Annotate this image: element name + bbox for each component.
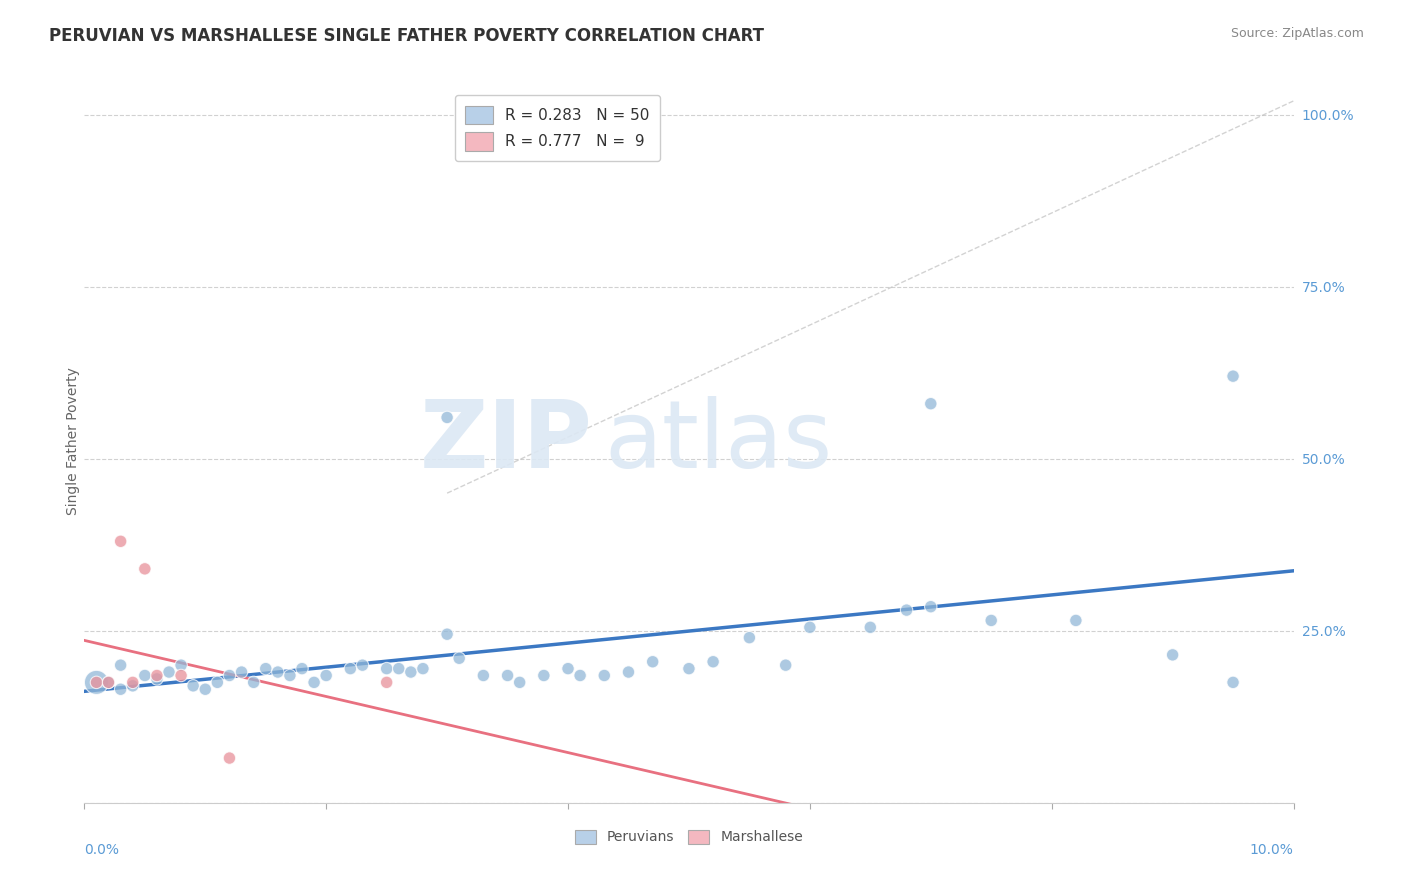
Point	[110, 534, 132, 549]
Point	[896, 603, 918, 617]
Point	[86, 675, 108, 690]
Point	[375, 662, 398, 676]
Point	[157, 665, 180, 679]
Point	[134, 668, 156, 682]
Point	[557, 662, 579, 676]
Point	[920, 397, 942, 411]
Point	[1222, 369, 1244, 384]
Y-axis label: Single Father Poverty: Single Father Poverty	[66, 368, 80, 516]
Point	[242, 675, 264, 690]
Point	[291, 662, 314, 676]
Point	[121, 679, 143, 693]
Text: ZIP: ZIP	[419, 395, 592, 488]
Point	[146, 668, 169, 682]
Point	[678, 662, 700, 676]
Point	[218, 751, 240, 765]
Point	[97, 675, 120, 690]
Point	[146, 672, 169, 686]
Point	[702, 655, 724, 669]
Point	[436, 627, 458, 641]
Point	[181, 679, 204, 693]
Point	[218, 668, 240, 682]
Point	[231, 665, 253, 679]
Point	[775, 658, 797, 673]
Text: atlas: atlas	[605, 395, 832, 488]
Point	[375, 675, 398, 690]
Point	[339, 662, 361, 676]
Text: PERUVIAN VS MARSHALLESE SINGLE FATHER POVERTY CORRELATION CHART: PERUVIAN VS MARSHALLESE SINGLE FATHER PO…	[49, 27, 765, 45]
Point	[267, 665, 290, 679]
Point	[412, 662, 434, 676]
Point	[569, 668, 592, 682]
Point	[799, 620, 821, 634]
Point	[738, 631, 761, 645]
Point	[436, 410, 458, 425]
Point	[859, 620, 882, 634]
Point	[1161, 648, 1184, 662]
Point	[110, 682, 132, 697]
Point	[1222, 675, 1244, 690]
Point	[121, 675, 143, 690]
Point	[641, 655, 664, 669]
Point	[980, 614, 1002, 628]
Legend: Peruvians, Marshallese: Peruvians, Marshallese	[569, 824, 808, 850]
Point	[278, 668, 301, 682]
Point	[593, 668, 616, 682]
Point	[399, 665, 422, 679]
Point	[449, 651, 471, 665]
Point	[352, 658, 374, 673]
Point	[86, 675, 108, 690]
Point	[617, 665, 640, 679]
Point	[472, 668, 495, 682]
Point	[920, 599, 942, 614]
Point	[388, 662, 411, 676]
Text: Source: ZipAtlas.com: Source: ZipAtlas.com	[1230, 27, 1364, 40]
Point	[170, 658, 193, 673]
Point	[207, 675, 229, 690]
Point	[509, 675, 531, 690]
Point	[533, 668, 555, 682]
Point	[194, 682, 217, 697]
Point	[134, 562, 156, 576]
Point	[110, 658, 132, 673]
Point	[1064, 614, 1087, 628]
Text: 0.0%: 0.0%	[84, 843, 120, 856]
Point	[170, 668, 193, 682]
Point	[302, 675, 325, 690]
Point	[496, 668, 519, 682]
Point	[315, 668, 337, 682]
Text: 10.0%: 10.0%	[1250, 843, 1294, 856]
Point	[254, 662, 277, 676]
Point	[97, 675, 120, 690]
